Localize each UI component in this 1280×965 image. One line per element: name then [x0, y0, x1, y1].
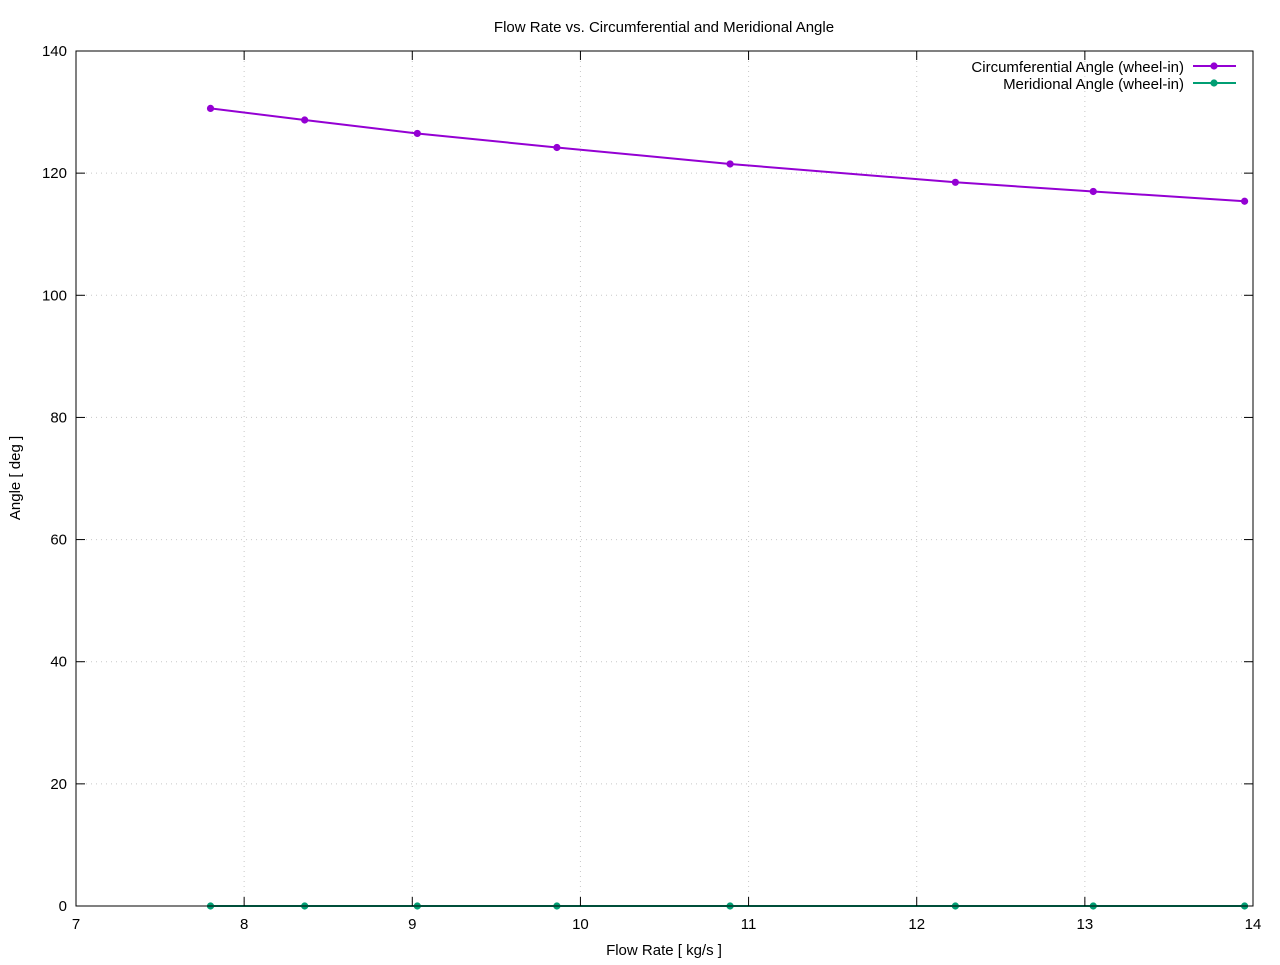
legend-label-meridional: Meridional Angle (wheel-in)	[1003, 76, 1184, 93]
legend-label-circumferential: Circumferential Angle (wheel-in)	[971, 59, 1184, 76]
data-point-circumferential	[413, 129, 421, 138]
x-tick-label: 11	[741, 916, 757, 933]
grid-layer	[76, 51, 1253, 906]
data-point-circumferential	[726, 160, 734, 168]
x-axis-label: Flow Rate [ kg/s ]	[606, 942, 722, 959]
y-axis-label: Angle [ deg ]	[7, 436, 24, 520]
data-point-circumferential	[553, 143, 561, 152]
data-point-circumferential	[1089, 187, 1097, 196]
y-tick-label: 40	[50, 654, 67, 671]
x-tick-label: 12	[908, 916, 925, 933]
legend-marker-circumferential	[1210, 62, 1218, 70]
y-tick-label: 100	[42, 287, 67, 304]
legend: Circumferential Angle (wheel-in) Meridio…	[971, 59, 1236, 93]
data-point-circumferential	[1240, 197, 1249, 205]
y-tick-label: 120	[42, 165, 67, 182]
data-point-circumferential	[206, 104, 215, 113]
x-tick-label: 14	[1245, 916, 1262, 933]
data-point-circumferential	[951, 178, 959, 186]
chart-title: Flow Rate vs. Circumferential and Meridi…	[494, 19, 834, 36]
y-tick-label: 140	[42, 43, 67, 60]
plot-frame	[75, 50, 1254, 907]
x-tick-label: 10	[572, 916, 589, 933]
series-layer	[206, 104, 1249, 910]
x-tick-label: 8	[240, 916, 248, 933]
x-tick-label: 9	[408, 916, 416, 933]
data-point-circumferential	[301, 116, 309, 124]
x-tick-label: 7	[72, 916, 80, 933]
y-tick-label: 0	[59, 898, 67, 915]
legend-marker-meridional	[1210, 79, 1218, 87]
y-tick-label: 60	[50, 532, 67, 549]
series-line-circumferential	[210, 107, 1245, 203]
tick-layer	[75, 50, 1254, 907]
y-tick-label: 20	[50, 776, 67, 793]
y-tick-label: 80	[50, 409, 67, 426]
x-tick-label: 13	[1077, 916, 1094, 933]
